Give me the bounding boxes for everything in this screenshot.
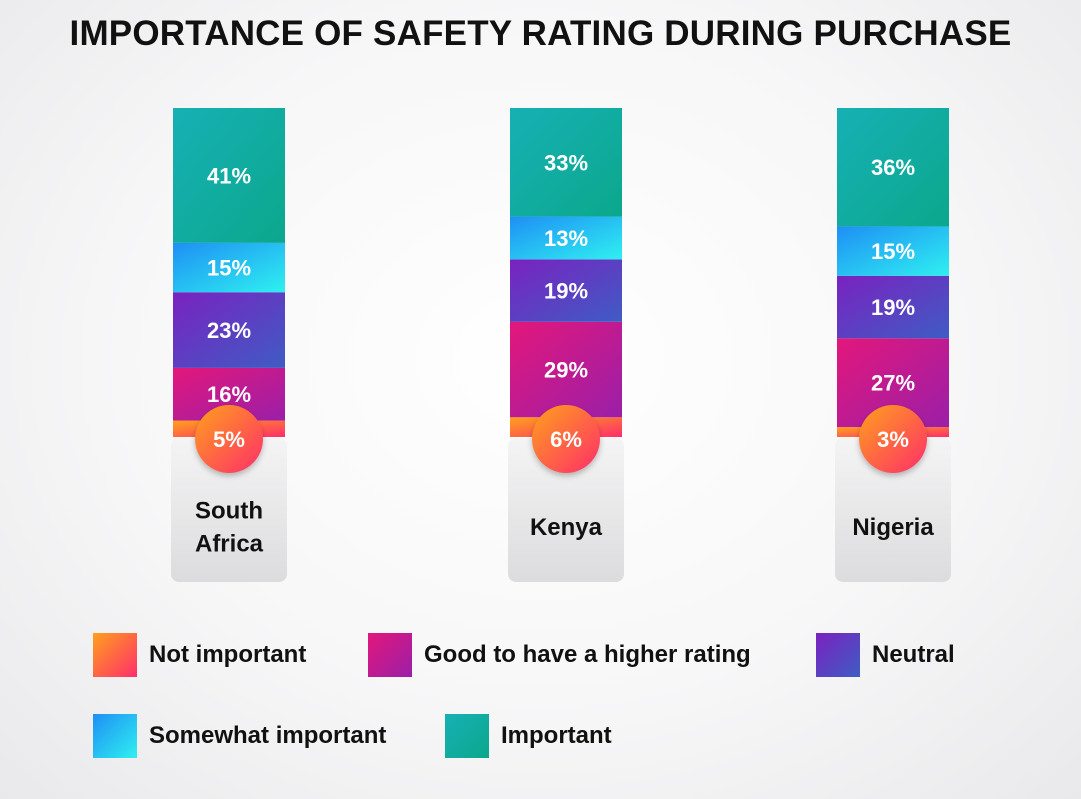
- data-label-nigeria-neutral: 19%: [871, 295, 915, 320]
- legend-swatch-good-to-have: [368, 633, 412, 677]
- data-label-kenya-somewhat-important: 13%: [544, 226, 588, 251]
- category-label-nigeria: Nigeria: [852, 514, 934, 541]
- data-label-nigeria-not-important: 3%: [877, 427, 909, 452]
- badge-south-africa-not-important: [195, 405, 263, 473]
- bar-segment-south-africa-neutral: [173, 292, 285, 368]
- data-label-south-africa-not-important: 5%: [213, 427, 245, 452]
- legend-label-important: Important: [501, 722, 612, 749]
- data-label-south-africa-somewhat-important: 15%: [207, 256, 251, 281]
- category-card-south-africa: [171, 438, 287, 582]
- chart-title: IMPORTANCE OF SAFETY RATING DURING PURCH…: [69, 14, 1012, 53]
- legend-item-somewhat-important: Somewhat important: [93, 713, 386, 759]
- data-label-kenya-important: 33%: [544, 150, 588, 175]
- bar-segment-nigeria-somewhat-important: [837, 226, 949, 276]
- legend-swatch-neutral: [816, 633, 860, 677]
- bar-segment-kenya-somewhat-important: [510, 216, 622, 260]
- data-label-south-africa-good-to-have: 16%: [207, 382, 251, 407]
- data-label-nigeria-good-to-have: 27%: [871, 371, 915, 396]
- legend-item-neutral: Neutral: [816, 632, 955, 678]
- legend-swatch-somewhat-important: [93, 714, 137, 758]
- bar-segment-kenya-neutral: [510, 259, 622, 322]
- legend-swatch-important: [445, 714, 489, 758]
- legend-label-good-to-have: Good to have a higher rating: [424, 641, 751, 668]
- legend-item-not-important: Not important: [93, 632, 306, 678]
- legend-label-not-important: Not important: [149, 641, 307, 668]
- bar-segment-nigeria-important: [837, 108, 949, 227]
- data-label-nigeria-somewhat-important: 15%: [871, 239, 915, 264]
- legend-label-somewhat-important: Somewhat important: [149, 722, 387, 749]
- legend-label-neutral: Neutral: [872, 641, 955, 668]
- category-card-nigeria: [835, 438, 951, 582]
- badge-kenya-not-important: [532, 405, 600, 473]
- legend-swatch-not-important: [93, 633, 137, 677]
- category-label-south-africa: South Africa: [195, 498, 264, 558]
- category-label-kenya: Kenya: [530, 514, 603, 541]
- bar-segment-south-africa-important: [173, 108, 285, 243]
- legend-item-important: Important: [445, 713, 612, 759]
- bar-segment-nigeria-neutral: [837, 275, 949, 339]
- data-label-south-africa-neutral: 23%: [207, 318, 251, 343]
- badge-nigeria-not-important: [859, 405, 927, 473]
- data-label-kenya-not-important: 6%: [550, 427, 582, 452]
- bar-segment-kenya-good-to-have: [510, 321, 622, 418]
- category-card-kenya: [508, 438, 624, 582]
- data-label-kenya-good-to-have: 29%: [544, 358, 588, 383]
- data-label-south-africa-important: 41%: [207, 163, 251, 188]
- bar-segment-kenya-important: [510, 108, 622, 217]
- data-label-nigeria-important: 36%: [871, 155, 915, 180]
- bar-segment-south-africa-somewhat-important: [173, 242, 285, 293]
- data-label-kenya-neutral: 19%: [544, 279, 588, 304]
- legend-item-good-to-have: Good to have a higher rating: [368, 632, 751, 678]
